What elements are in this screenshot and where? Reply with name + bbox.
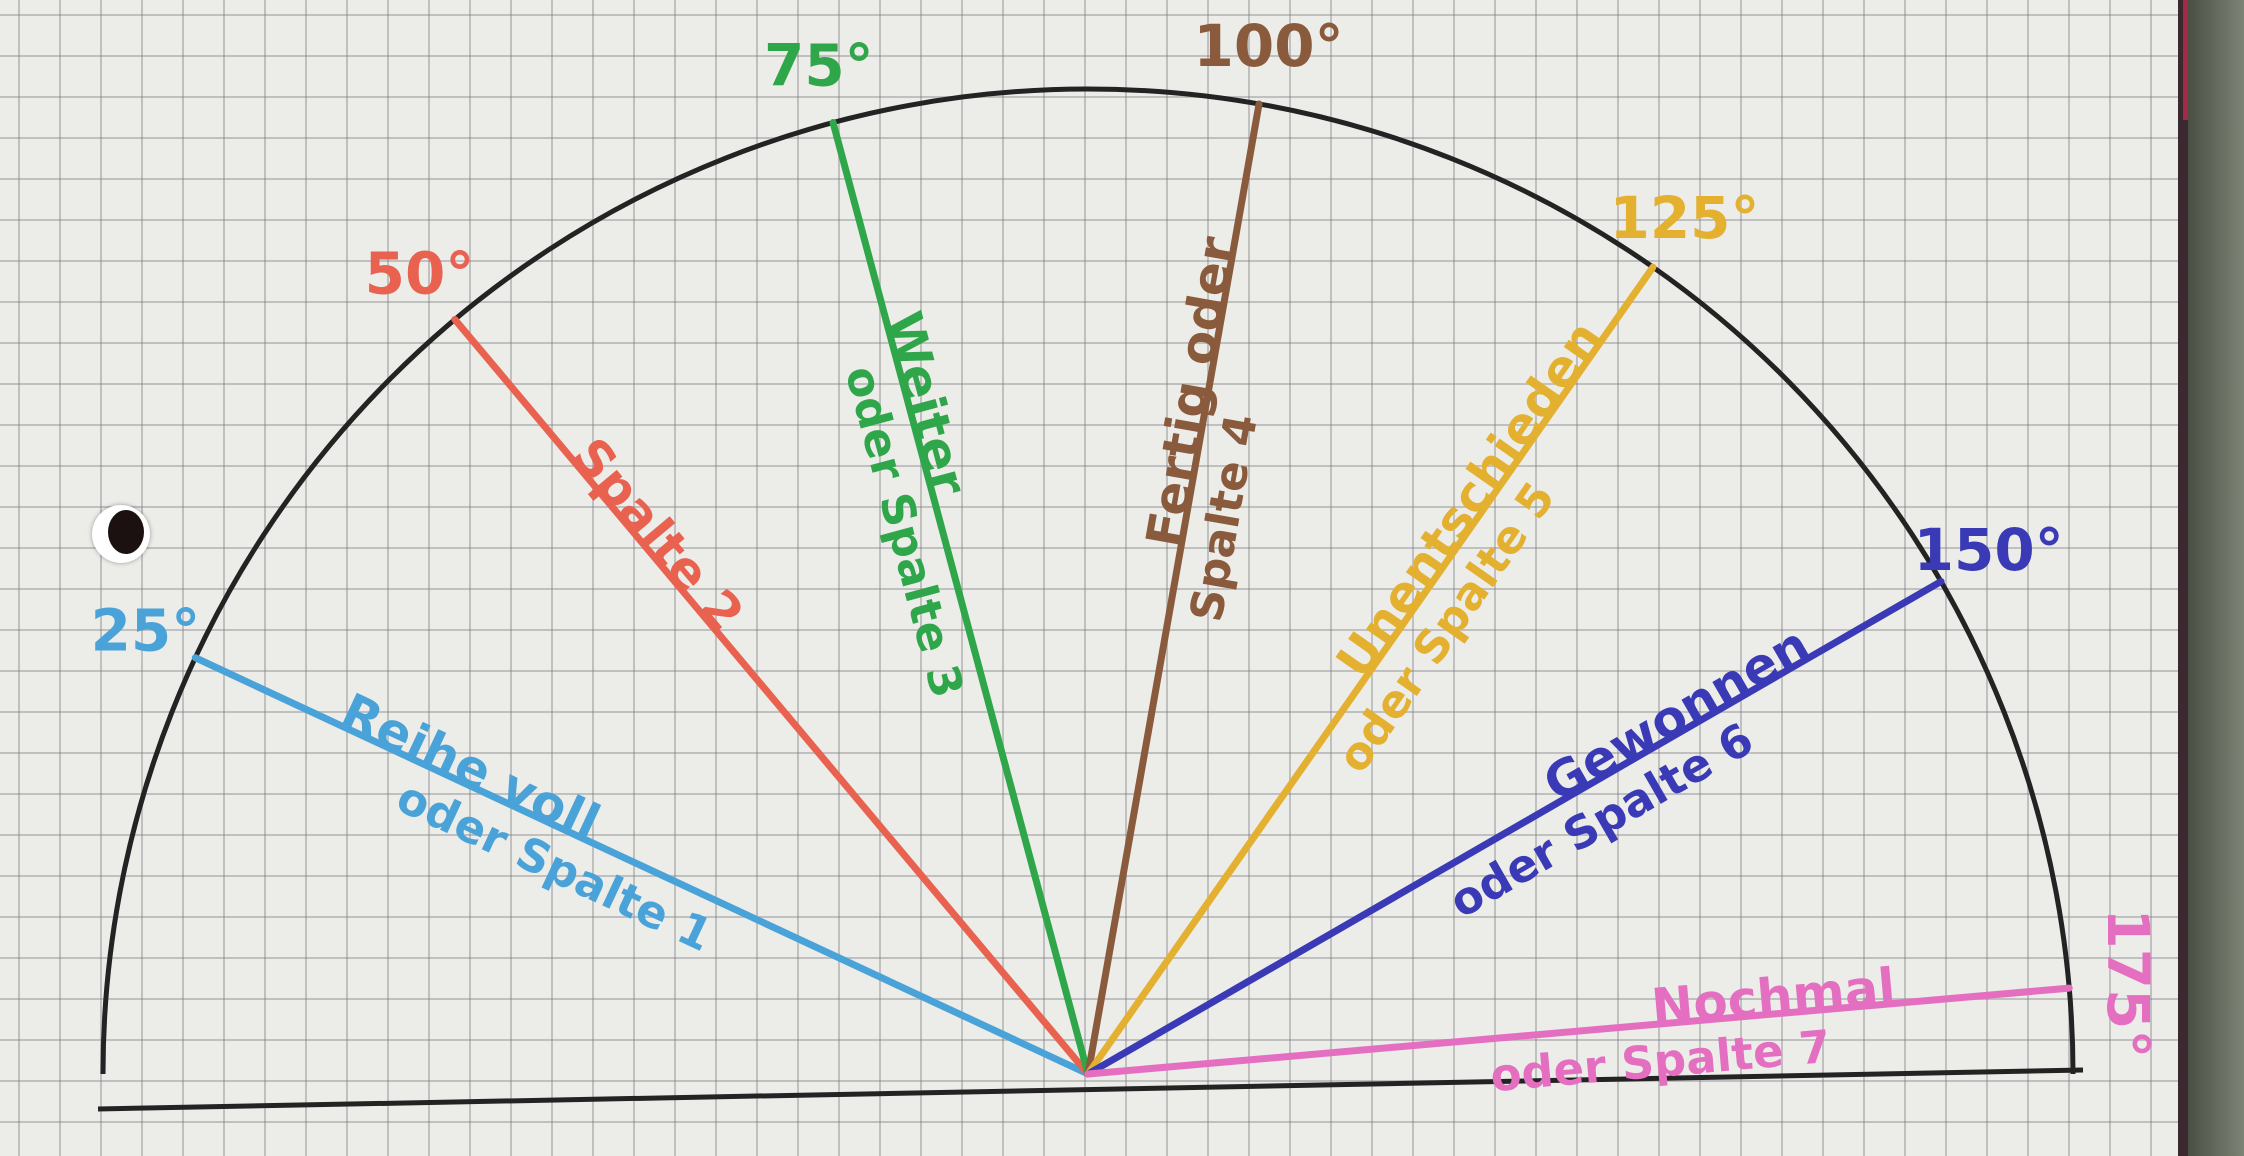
degree-label-50: 50°: [365, 239, 475, 307]
degree-label-100: 100°: [1194, 12, 1344, 80]
ray-150: [1084, 578, 1945, 1078]
ray-50: [451, 315, 1092, 1078]
ray-100: [1084, 100, 1263, 1078]
graph-paper: [0, 0, 2190, 1156]
notebook-edge-red: [2183, 0, 2189, 120]
ray-175: [1084, 984, 2073, 1078]
degree-label-175: 175°: [2094, 908, 2162, 1058]
ray-75: [829, 119, 1092, 1078]
punched-hole: [92, 505, 150, 563]
semicircle-outline: [100, 86, 2076, 1075]
ray-25: [191, 654, 1092, 1078]
segment-label-50: Spalte 2: [561, 427, 755, 643]
degree-label-75: 75°: [764, 32, 874, 100]
ray-125: [1084, 263, 1657, 1078]
notebook-edge: [2178, 0, 2188, 1156]
degree-label-25: 25°: [91, 597, 201, 665]
semicircle-baseline: [97, 1067, 2084, 1112]
background-surface: [2188, 0, 2244, 1156]
degree-label-150: 150°: [1914, 516, 2064, 584]
degree-label-125: 125°: [1609, 184, 1759, 252]
